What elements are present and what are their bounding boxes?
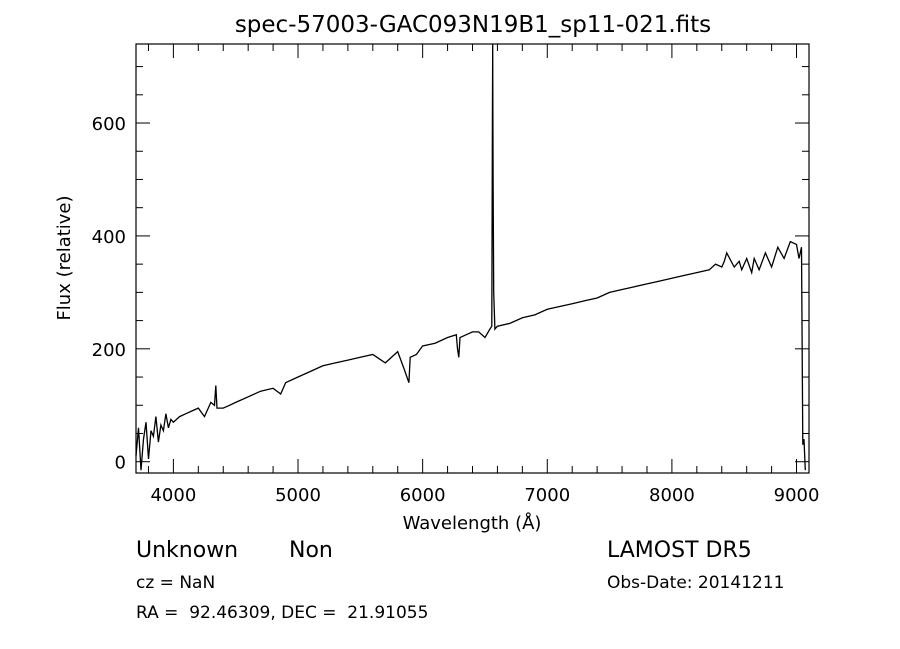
coordinates: RA = 92.46309, DEC = 21.91055 xyxy=(136,603,429,623)
y-tick-label: 600 xyxy=(92,114,126,135)
survey-name: LAMOST DR5 xyxy=(607,538,752,563)
x-tick-label: 7000 xyxy=(524,485,570,506)
y-tick-label: 200 xyxy=(92,340,126,361)
plot-frame xyxy=(135,43,810,474)
chart-title: spec-57003-GAC093N19B1_sp11-021.fits xyxy=(235,12,711,38)
flux-series-line xyxy=(135,43,806,471)
spectral-subclass: Non xyxy=(289,538,333,563)
x-tick-label: 5000 xyxy=(275,485,321,506)
x-axis-label: Wavelength (Å) xyxy=(403,512,542,534)
observation-date: Obs-Date: 20141211 xyxy=(607,573,785,593)
x-tick-labels: 4000 5000 6000 7000 8000 9000 xyxy=(150,485,819,506)
axis-ticks xyxy=(136,44,809,473)
y-tick-labels: 0 200 400 600 xyxy=(92,114,126,474)
x-tick-label: 9000 xyxy=(774,485,820,506)
x-tick-label: 6000 xyxy=(400,485,446,506)
y-axis-label: Flux (relative) xyxy=(54,195,75,320)
x-tick-label: 4000 xyxy=(150,485,196,506)
y-tick-label: 0 xyxy=(115,453,126,474)
y-tick-label: 400 xyxy=(92,227,126,248)
redshift-cz: cz = NaN xyxy=(136,573,216,593)
spectral-class: Unknown xyxy=(136,538,239,563)
x-tick-label: 8000 xyxy=(649,485,695,506)
